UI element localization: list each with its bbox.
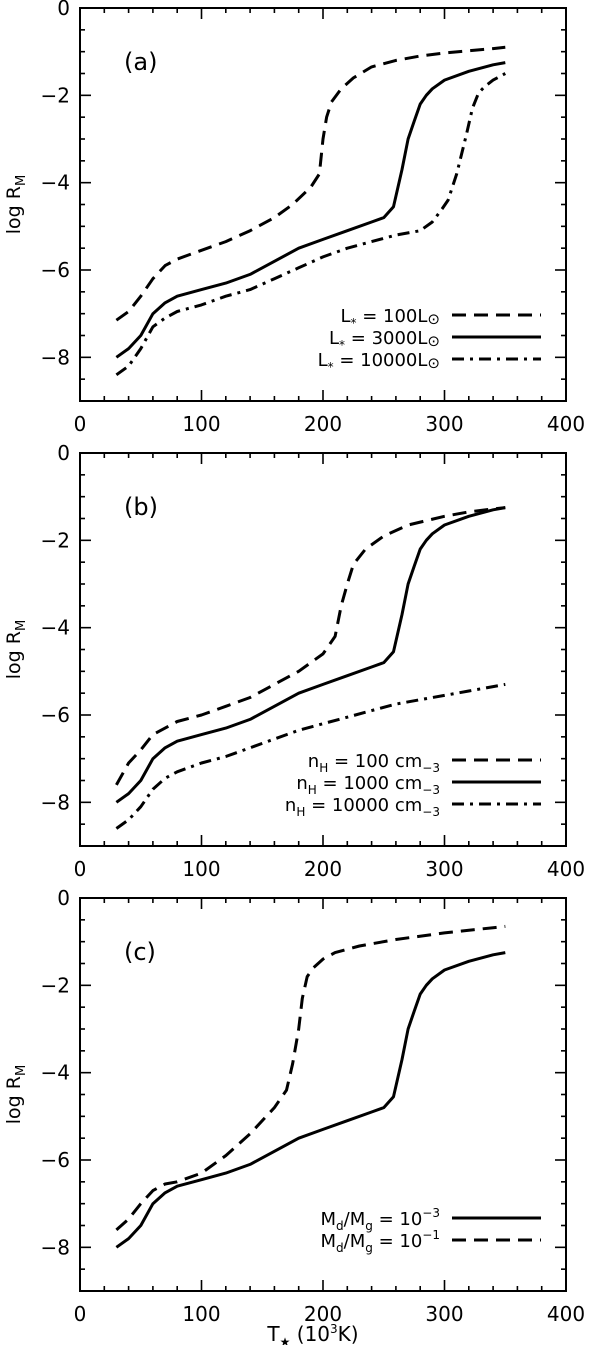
y-tick-label: −8: [41, 790, 70, 814]
x-tick-label: 100: [182, 412, 220, 436]
panel-label: (c): [124, 938, 156, 966]
series-line-dashdot: [115, 682, 506, 830]
panel-b: 0 100 200 300 400 −8 −6 −4 −2 0 log RM (b) nH = 100 …: [3, 441, 585, 881]
legend-label: nH = 100 cm−3: [308, 751, 440, 775]
y-axis-label: log RM: [3, 175, 29, 234]
x-tick-label: 400: [547, 1302, 585, 1326]
y-tick-label: −4: [41, 171, 70, 195]
x-tick-label: 0: [74, 1302, 87, 1326]
y-tick-label: −4: [41, 1061, 70, 1085]
panel-c: 0 100 200 300 400 −8 −6 −4 −2 0 log RM (c) Md/Mg = 1…: [3, 886, 585, 1345]
legend-label: nH = 1000 cm−3: [296, 773, 440, 797]
x-tick-label: 300: [425, 1302, 463, 1326]
x-tick-label: 400: [547, 857, 585, 881]
x-tick-label: 300: [425, 857, 463, 881]
x-tick-label: 200: [304, 857, 342, 881]
series-line-solid: [115, 951, 506, 1249]
legend-label: Md/Mg = 10−3: [320, 1206, 440, 1233]
y-tick-label: −4: [41, 616, 70, 640]
y-tick-label: −2: [41, 83, 70, 107]
legend-label: L* = 3000L⊙: [329, 328, 440, 352]
y-tick-label: 0: [57, 0, 70, 20]
panel-label: (a): [124, 48, 157, 76]
y-tick-label: −6: [41, 1148, 70, 1172]
x-tick-label: 300: [425, 412, 463, 436]
x-tick-label: 100: [182, 1302, 220, 1326]
panel-a: 0 100 200 300 400 −8 −6 −4 −2 0 log RM (a) L* = 100L…: [3, 0, 585, 436]
y-tick-label: −6: [41, 258, 70, 282]
x-tick-label: 200: [304, 1302, 342, 1326]
y-tick-label: −8: [41, 345, 70, 369]
panel-label: (b): [124, 493, 158, 521]
legend-label: L* = 10000L⊙: [318, 350, 440, 374]
series-line-dashdot: [115, 72, 507, 377]
x-tick-label: 400: [547, 412, 585, 436]
y-tick-label: 0: [57, 886, 70, 910]
legend-label: Md/Mg = 10−1: [320, 1228, 440, 1255]
legend-label: nH = 10000 cm−3: [285, 795, 440, 819]
series-line-solid: [115, 61, 506, 359]
y-tick-label: −8: [41, 1235, 70, 1259]
series-line-dashed: [115, 506, 506, 786]
x-tick-label: 100: [182, 857, 220, 881]
y-axis-label: log RM: [3, 620, 29, 679]
legend-label: L* = 100L⊙: [340, 306, 440, 330]
series-line-dashed: [115, 924, 506, 1232]
y-tick-label: −2: [41, 528, 70, 552]
series-line-solid: [115, 506, 506, 804]
series-line-dashed: [115, 45, 506, 322]
x-tick-label: 0: [74, 857, 87, 881]
y-tick-label: 0: [57, 441, 70, 465]
x-axis-label: T★ (103K): [266, 1322, 358, 1345]
x-tick-label: 0: [74, 412, 87, 436]
y-tick-label: −2: [41, 973, 70, 997]
x-tick-label: 200: [304, 412, 342, 436]
y-axis-label: log RM: [3, 1065, 29, 1124]
y-tick-label: −6: [41, 703, 70, 727]
